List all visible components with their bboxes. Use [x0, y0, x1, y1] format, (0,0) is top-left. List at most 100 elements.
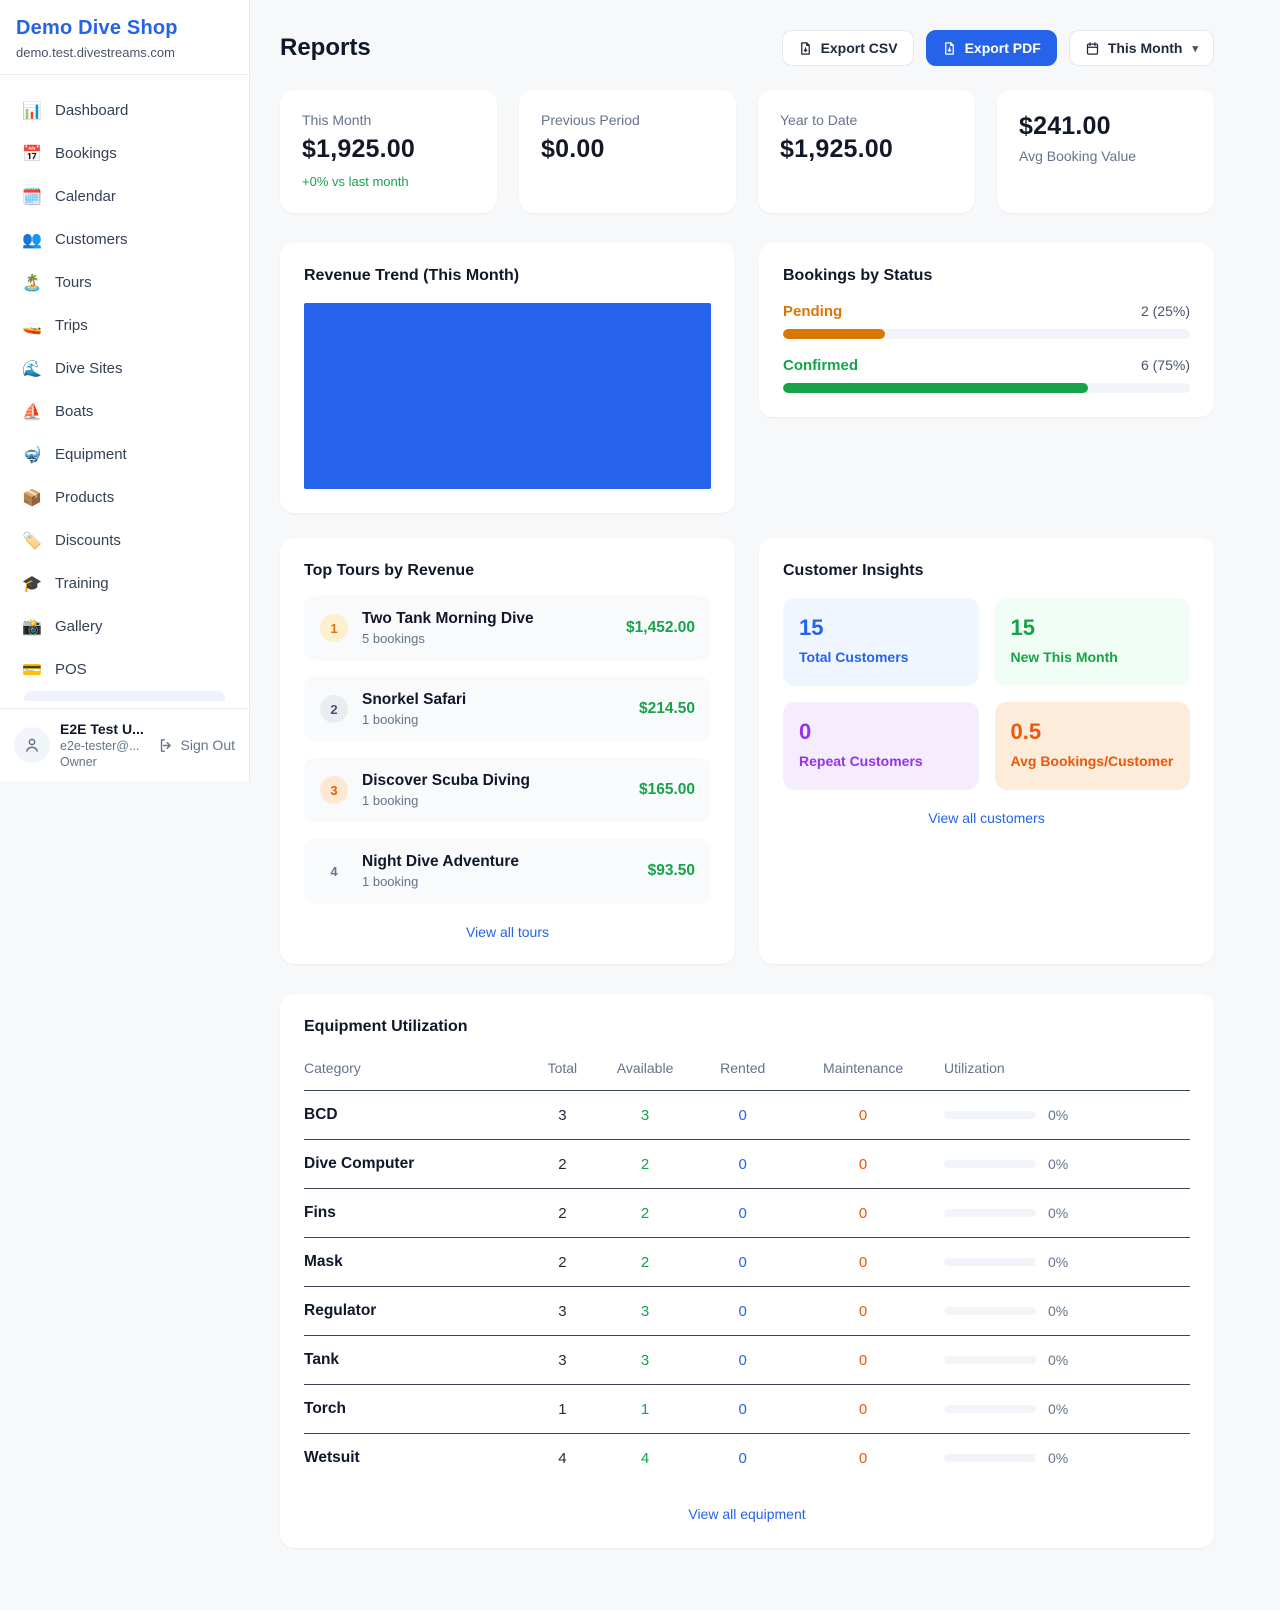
stat-label: Year to Date: [780, 112, 858, 128]
view-all-equipment-link[interactable]: View all equipment: [688, 1506, 806, 1522]
sidebar-item-customers[interactable]: 👥 Customers: [12, 218, 237, 261]
cell-maintenance: 0: [786, 1237, 940, 1287]
tour-row[interactable]: 4 Night Dive Adventure 1 booking $93.50: [304, 838, 711, 904]
cell-category: Dive Computer: [304, 1139, 534, 1189]
sidebar-item-trips[interactable]: 🚤 Trips: [12, 304, 237, 347]
column-header-category: Category: [304, 1050, 534, 1091]
status-label-confirmed: Confirmed: [783, 357, 858, 374]
sidebar-item-discounts[interactable]: 🏷️ Discounts: [12, 519, 237, 562]
view-all-customers-link[interactable]: View all customers: [928, 810, 1045, 826]
period-select[interactable]: This Month ▾: [1068, 30, 1214, 66]
utilization-percent: 0%: [1048, 1303, 1069, 1319]
file-download-icon: [800, 41, 810, 55]
tour-revenue: $214.50: [638, 700, 695, 717]
table-row: Torch 1 1 0 0 0%: [304, 1384, 1190, 1434]
tile-repeat-customers: 0 Repeat Customers: [783, 702, 979, 790]
cell-rented: 0: [699, 1139, 787, 1189]
page-header: Reports Export CSV Export PDF This Month: [280, 30, 1214, 66]
sidebar-item-dive-sites[interactable]: 🌊 Dive Sites: [12, 347, 237, 390]
header-actions: Export CSV Export PDF This Month ▾: [781, 30, 1214, 66]
stat-label: This Month: [302, 112, 372, 128]
speedboat-icon: 🚤: [22, 317, 42, 335]
cell-rented: 0: [699, 1384, 787, 1434]
sidebar-user-footer: E2E Test U... e2e-tester@... Owner Sign …: [0, 708, 249, 781]
cell-maintenance: 0: [786, 1188, 940, 1238]
view-all-tours-link[interactable]: View all tours: [465, 924, 549, 940]
equipment-utilization-title: Equipment Utilization: [304, 1018, 468, 1035]
tour-bookings: 1 booking: [362, 874, 419, 889]
sidebar-item-label: Calendar: [55, 188, 116, 205]
stat-card-previous-period: Previous Period $0.00: [519, 90, 736, 213]
utilization-percent: 0%: [1048, 1205, 1069, 1221]
tile-avg-bookings-customer: 0.5 Avg Bookings/Customer: [994, 702, 1190, 790]
tour-row[interactable]: 1 Two Tank Morning Dive 5 bookings $1,45…: [304, 595, 711, 661]
cell-available: 2: [590, 1139, 700, 1189]
status-row-confirmed: Confirmed 6 (75%): [783, 357, 1190, 393]
tile-new-this-month: 15 New This Month: [994, 598, 1190, 686]
utilization-percent: 0%: [1048, 1450, 1069, 1466]
stat-card-this-month: This Month $1,925.00 +0% vs last month: [280, 90, 497, 213]
stat-value: $241.00: [1019, 112, 1111, 140]
status-value-confirmed: 6 (75%): [1140, 357, 1190, 373]
main-content: Reports Export CSV Export PDF This Month: [250, 0, 1280, 1548]
cell-total: 4: [558, 1449, 567, 1467]
bar-chart-icon: 📊: [22, 102, 42, 120]
charts-row: Revenue Trend (This Month) Bookings by S…: [280, 243, 1214, 513]
cell-available: 4: [640, 1449, 650, 1467]
tour-bookings: 5 bookings: [362, 631, 425, 646]
user-info: E2E Test U... e2e-tester@... Owner: [60, 721, 148, 769]
rank-badge: 2: [320, 695, 348, 723]
column-header-utilization: Utilization: [940, 1050, 1190, 1091]
utilization-bar: [944, 1111, 1036, 1119]
tile-total-customers: 15 Total Customers: [783, 598, 979, 686]
tile-label: Avg Bookings/Customer: [1010, 753, 1174, 769]
sidebar-item-training[interactable]: 🎓 Training: [12, 562, 237, 605]
cell-category: Mask: [304, 1237, 534, 1287]
utilization-bar: [944, 1405, 1036, 1413]
tour-revenue: $165.00: [638, 781, 695, 798]
utilization-bar: [944, 1160, 1036, 1168]
revenue-trend-title: Revenue Trend (This Month): [304, 267, 520, 284]
column-header-maintenance: Maintenance: [786, 1050, 940, 1091]
table-row: Wetsuit 4 4 0 0 0%: [304, 1434, 1190, 1483]
sidebar-item-gallery[interactable]: 📸 Gallery: [12, 605, 237, 648]
page-title: Reports: [280, 34, 371, 61]
equipment-table: Category Total Available Rented Maintena…: [304, 1050, 1190, 1482]
table-row: Mask 2 2 0 0 0%: [304, 1237, 1190, 1287]
stat-label: Previous Period: [541, 112, 640, 128]
rank-badge: 1: [320, 614, 348, 642]
sidebar-item-dashboard[interactable]: 📊 Dashboard: [12, 89, 237, 132]
stat-label: Avg Booking Value: [1019, 148, 1137, 164]
tile-value: 0: [799, 719, 812, 744]
sidebar: Demo Dive Shop demo.test.divestreams.com…: [0, 0, 250, 781]
sidebar-item-calendar[interactable]: 🗓️ Calendar: [12, 175, 237, 218]
cell-total: 1: [534, 1384, 591, 1434]
revenue-trend-chart: [304, 303, 711, 489]
sidebar-item-equipment[interactable]: 🤿 Equipment: [12, 433, 237, 476]
avatar: [14, 727, 50, 763]
sidebar-item-bookings[interactable]: 📅 Bookings: [12, 132, 237, 175]
tour-row[interactable]: 2 Snorkel Safari 1 booking $214.50: [304, 676, 711, 742]
sidebar-item-pos[interactable]: 💳 POS: [12, 648, 237, 691]
tour-name: Snorkel Safari: [362, 691, 467, 708]
logout-icon: [160, 738, 171, 752]
people-icon: 👥: [22, 231, 42, 249]
sidebar-item-label: Equipment: [55, 446, 127, 463]
export-pdf-button[interactable]: Export PDF: [925, 30, 1057, 66]
cell-available: 3: [590, 1335, 700, 1385]
tour-name: Two Tank Morning Dive: [362, 610, 534, 627]
tour-row[interactable]: 3 Discover Scuba Diving 1 booking $165.0…: [304, 757, 711, 823]
sidebar-item-products[interactable]: 📦 Products: [12, 476, 237, 519]
sidebar-item-label: Bookings: [55, 145, 117, 162]
export-csv-button[interactable]: Export CSV: [781, 30, 914, 66]
rank-badge: 3: [320, 776, 348, 804]
tag-icon: 🏷️: [22, 532, 42, 550]
sidebar-item-label: Tours: [55, 274, 92, 291]
customer-insights-title: Customer Insights: [783, 562, 924, 579]
active-nav-item-partial[interactable]: [24, 691, 225, 701]
sidebar-item-tours[interactable]: 🏝️ Tours: [12, 261, 237, 304]
tour-bookings: 1 booking: [362, 793, 419, 808]
sign-out-button[interactable]: Sign Out: [158, 737, 235, 754]
sidebar-item-boats[interactable]: ⛵ Boats: [12, 390, 237, 433]
cell-available: 1: [590, 1384, 700, 1434]
